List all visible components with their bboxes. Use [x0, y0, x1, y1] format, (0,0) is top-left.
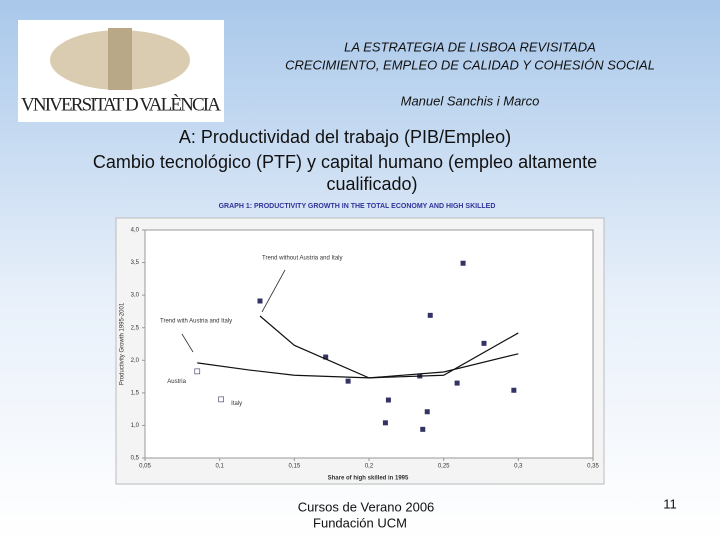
footer: Cursos de Verano 2006 [298, 499, 435, 514]
logo-tower [108, 28, 132, 90]
x-tick-label: 0,35 [587, 464, 599, 470]
y-tick-label: 4,0 [131, 228, 140, 234]
x-axis-label: Share of high skilled in 1995 [328, 476, 409, 482]
point [481, 340, 487, 346]
point-label: Italy [231, 401, 242, 407]
x-tick-label: 0,25 [438, 464, 450, 470]
trend-line [197, 353, 519, 379]
point [323, 354, 329, 360]
x-tick-label: 0,3 [514, 464, 523, 470]
point [420, 426, 426, 432]
x-tick-label: 0,1 [215, 464, 224, 470]
footer: Fundación UCM [313, 515, 407, 530]
annotation-arrow [181, 333, 194, 353]
y-tick-label: 2,5 [131, 325, 140, 331]
point [345, 378, 351, 384]
header-line: LA ESTRATEGIA DE LISBOA REVISITADA [344, 39, 596, 54]
header-line: CRECIMIENTO, EMPLEO DE CALIDAD Y COHESIÓ… [285, 57, 655, 72]
y-tick-label: 3,0 [131, 293, 140, 299]
y-tick-label: 1,0 [131, 423, 140, 429]
y-tick-label: 2,0 [131, 358, 140, 364]
x-tick-label: 0,2 [365, 464, 374, 470]
point [218, 396, 224, 403]
point [427, 312, 433, 318]
heading: Cambio tecnológico (PTF) y capital human… [93, 152, 597, 172]
point [382, 420, 388, 426]
logo-text: VNIVERSITAT D VALÈNCIA [21, 93, 221, 115]
point [454, 380, 460, 386]
point [460, 260, 466, 266]
chart-title: GRAPH 1: PRODUCTIVITY GROWTH IN THE TOTA… [219, 203, 496, 210]
y-tick-label: 1,5 [131, 390, 140, 396]
annotation: Trend with Austria and Italy [160, 319, 232, 325]
trend-line [259, 315, 519, 379]
point [511, 387, 517, 393]
point [194, 368, 201, 375]
point-label: Austria [167, 379, 186, 385]
author: Manuel Sanchis i Marco [401, 93, 540, 108]
y-tick-label: 3,5 [131, 260, 140, 266]
y-tick-label: 0,5 [131, 456, 140, 462]
x-tick-label: 0,15 [288, 464, 300, 470]
page-number: 11 [663, 496, 677, 511]
heading: A: Productividad del trabajo (PIB/Empleo… [179, 127, 511, 147]
point [257, 298, 263, 304]
heading: cualificado) [326, 174, 417, 194]
annotation-arrow [261, 269, 286, 313]
plot-area [144, 229, 594, 459]
y-axis-label: Productivity Growth 1995-2001 [120, 302, 126, 385]
point [385, 397, 391, 403]
x-tick-label: 0,05 [139, 464, 151, 470]
annotation: Trend without Austria and Italy [262, 256, 343, 262]
point [424, 409, 430, 415]
